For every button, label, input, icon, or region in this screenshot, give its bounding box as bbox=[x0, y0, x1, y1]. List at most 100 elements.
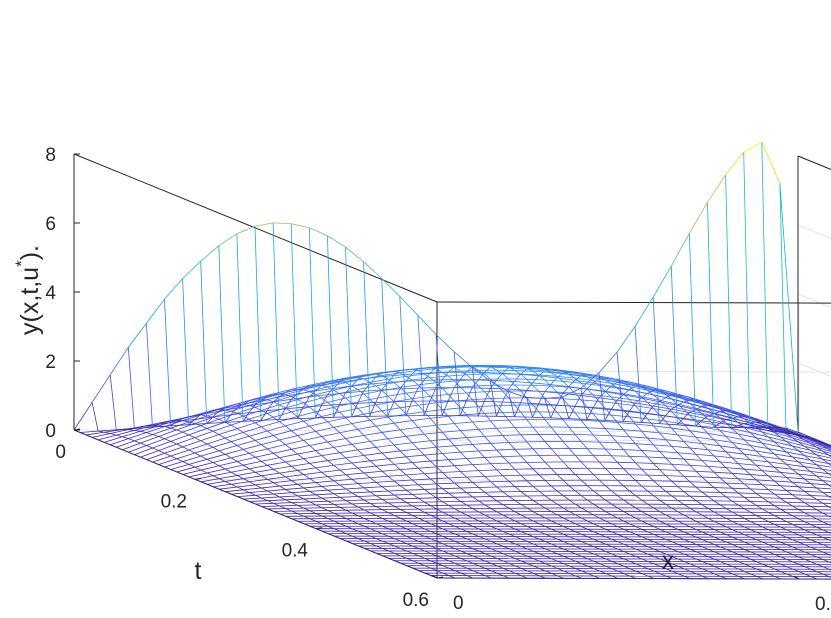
mesh-line-t bbox=[773, 466, 781, 473]
mesh-line-t bbox=[339, 469, 347, 476]
mesh-line-t bbox=[152, 447, 159, 451]
mesh-line-t bbox=[267, 413, 274, 418]
mesh-line-x bbox=[502, 411, 521, 413]
mesh-line-t bbox=[581, 526, 588, 530]
mesh-line-x bbox=[345, 390, 364, 394]
mesh-line-t bbox=[508, 442, 516, 450]
mesh-line-t bbox=[743, 468, 751, 475]
mesh-line-x bbox=[804, 445, 823, 452]
mesh-line-x bbox=[134, 426, 153, 429]
mesh-line-t bbox=[279, 404, 286, 409]
mesh-line-t bbox=[750, 551, 757, 555]
mesh-line-t bbox=[382, 548, 389, 552]
mesh-line-x bbox=[333, 385, 352, 389]
mesh-line-t bbox=[459, 371, 467, 380]
mesh-line-x bbox=[364, 486, 383, 489]
mesh-line-x bbox=[635, 385, 654, 391]
mesh-line-t bbox=[678, 566, 685, 570]
mesh-line-t bbox=[762, 518, 769, 522]
mesh-line-t bbox=[749, 445, 757, 452]
mesh-line-x bbox=[140, 450, 159, 458]
mesh-line-x bbox=[436, 366, 455, 369]
mesh-line-t bbox=[762, 508, 769, 513]
mesh-line-t bbox=[719, 492, 727, 498]
mesh-line-x bbox=[309, 441, 328, 446]
mesh-line-t bbox=[200, 425, 208, 429]
mesh-line-t bbox=[490, 443, 497, 451]
mesh-line-t bbox=[738, 539, 745, 543]
mesh-line-t bbox=[333, 504, 341, 508]
mesh-line-t bbox=[514, 536, 522, 540]
mesh-line-t bbox=[418, 508, 425, 513]
mesh-line-t bbox=[732, 566, 739, 570]
mesh-line-t bbox=[303, 440, 310, 446]
mesh-line-x bbox=[285, 440, 304, 445]
mesh-line-t bbox=[707, 202, 714, 428]
mesh-line-t bbox=[297, 435, 304, 441]
mesh-line-t bbox=[708, 534, 715, 538]
mesh-line-t bbox=[786, 501, 793, 507]
mesh-line-t bbox=[442, 501, 449, 506]
mesh-line-x bbox=[472, 442, 491, 445]
mesh-line-x bbox=[623, 420, 642, 423]
mesh-line-t bbox=[738, 523, 745, 528]
mesh-line-t bbox=[382, 555, 389, 559]
mesh-line-x bbox=[285, 487, 304, 490]
mesh-line-t bbox=[436, 466, 443, 473]
mesh-line-x bbox=[399, 387, 418, 390]
mesh-line-t bbox=[508, 517, 516, 522]
mesh-line-t bbox=[370, 543, 377, 547]
mesh-line-t bbox=[357, 483, 365, 489]
mesh-line-x bbox=[568, 386, 587, 390]
mesh-line-x bbox=[327, 417, 346, 423]
mesh-line-t bbox=[255, 440, 262, 445]
mesh-line-x bbox=[508, 462, 527, 464]
mesh-line-t bbox=[400, 517, 407, 522]
mesh-line-t bbox=[496, 500, 504, 505]
mesh-line-x bbox=[472, 481, 491, 483]
mesh-line-t bbox=[243, 489, 250, 493]
mesh-line-t bbox=[587, 485, 594, 492]
mesh-line-t bbox=[743, 152, 751, 428]
mesh-line-t bbox=[557, 575, 564, 579]
mesh-line-t bbox=[363, 472, 371, 479]
mesh-line-x bbox=[599, 401, 618, 404]
mesh-line-t bbox=[478, 511, 486, 516]
mesh-line-x bbox=[255, 435, 274, 441]
mesh-line-x bbox=[599, 441, 618, 444]
mesh-line-x bbox=[562, 398, 582, 401]
mesh-line-t bbox=[689, 464, 697, 472]
mesh-line-x bbox=[194, 416, 213, 420]
mesh-line-t bbox=[750, 566, 757, 570]
mesh-line-t bbox=[485, 575, 492, 579]
mesh-line-x bbox=[490, 387, 509, 390]
mesh-line-t bbox=[707, 482, 715, 488]
mesh-line-t bbox=[689, 495, 697, 501]
mesh-line-t bbox=[406, 543, 413, 547]
mesh-line-t bbox=[436, 517, 443, 522]
mesh-line-x bbox=[768, 461, 787, 465]
mesh-line-t bbox=[358, 530, 365, 535]
mesh-line-x bbox=[750, 488, 769, 491]
mesh-line-t bbox=[273, 435, 280, 441]
mesh-line-t bbox=[713, 439, 721, 447]
mesh-line-x bbox=[400, 467, 419, 471]
mesh-line-t bbox=[327, 510, 335, 514]
mesh-line-x bbox=[810, 459, 829, 464]
mesh-line-t bbox=[695, 453, 703, 461]
mesh-line-t bbox=[557, 538, 564, 542]
mesh-line-t bbox=[652, 297, 660, 424]
mesh-line-t bbox=[810, 568, 818, 573]
mesh-line-x bbox=[363, 389, 382, 392]
mesh-line-x bbox=[774, 480, 793, 483]
mesh-line-t bbox=[321, 436, 328, 443]
mesh-line-x bbox=[206, 421, 225, 424]
mesh-line-t bbox=[236, 461, 244, 466]
mesh-line-t bbox=[798, 556, 806, 560]
mesh-line-t bbox=[816, 556, 824, 560]
mesh-line-t bbox=[466, 538, 474, 542]
mesh-line-x bbox=[309, 394, 328, 398]
mesh-line-t bbox=[315, 411, 322, 417]
mesh-line-t bbox=[314, 405, 322, 419]
mesh-line-t bbox=[436, 508, 443, 513]
